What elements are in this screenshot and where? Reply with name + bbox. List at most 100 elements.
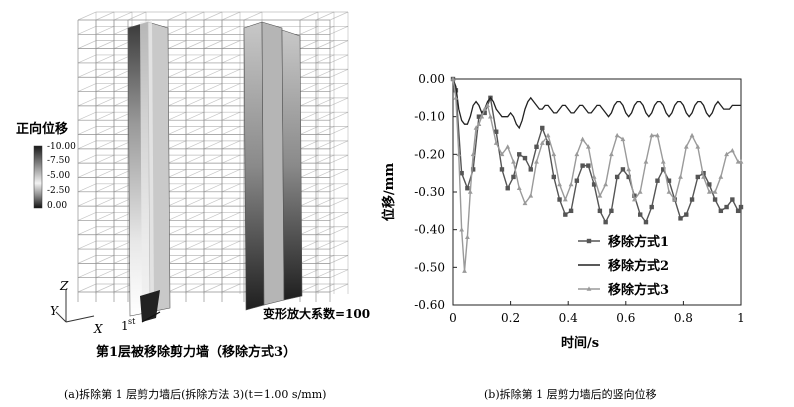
data-point (738, 159, 744, 164)
data-point (568, 181, 574, 187)
data-point (735, 208, 741, 214)
legend-tick: -7.50 (47, 156, 70, 166)
data-point (505, 144, 511, 149)
axis-z-label: Z (59, 279, 69, 293)
legend-tick: 0.00 (47, 201, 67, 211)
data-point (603, 181, 609, 187)
data-point (712, 197, 718, 202)
data-point (482, 106, 488, 111)
y-tick-label: -0.10 (414, 110, 445, 124)
data-point (701, 170, 706, 176)
data-point (626, 166, 632, 172)
y-tick-label: -0.60 (414, 298, 445, 312)
data-point (511, 159, 516, 164)
data-point (701, 174, 706, 179)
data-point (712, 189, 718, 194)
axis-x-label: X (93, 322, 103, 336)
axis-y-label: Y (50, 304, 59, 318)
data-point (528, 193, 534, 198)
data-point (597, 208, 603, 214)
x-axis-label: 时间/s (561, 335, 599, 351)
data-point (729, 147, 735, 153)
data-point (522, 155, 528, 161)
frame-grid (77, 11, 349, 302)
data-point (655, 132, 660, 138)
data-point (591, 182, 597, 187)
data-point (545, 132, 551, 138)
data-point (695, 144, 701, 149)
data-point (557, 181, 562, 187)
data-point (557, 197, 562, 202)
legend-marker (586, 238, 592, 244)
data-point (539, 140, 545, 145)
data-point (666, 178, 672, 183)
legend-title: 正向位移 (16, 121, 68, 137)
data-point (620, 167, 626, 172)
y-tick-label: -0.50 (414, 260, 445, 274)
data-point (517, 152, 522, 157)
data-point (568, 208, 574, 214)
data-point (672, 196, 678, 202)
data-point (626, 174, 631, 180)
data-point (591, 174, 597, 179)
data-point (476, 114, 482, 119)
legend-tick: -10.00 (47, 142, 76, 152)
data-point (597, 193, 603, 198)
data-point (467, 189, 473, 194)
data-point (706, 189, 712, 194)
y-axis-label: 位移/mm (381, 163, 397, 222)
data-point (660, 159, 666, 164)
data-point (580, 163, 585, 168)
removed-wall-marker (140, 290, 161, 323)
data-point (585, 144, 591, 149)
data-point (479, 114, 485, 119)
data-point (707, 182, 712, 187)
series-line (452, 78, 742, 224)
legend-color-bar (33, 145, 43, 209)
data-point (643, 219, 649, 225)
data-point (718, 174, 724, 179)
data-point (609, 151, 614, 157)
data-point (563, 212, 568, 217)
data-point (632, 196, 637, 202)
first-storey-label: 1 (121, 319, 129, 333)
displacement-chart: 0.00-0.10-0.20-0.30-0.40-0.50-0.60 0 0.2 0… (381, 72, 745, 351)
data-point (488, 114, 493, 119)
data-point (534, 159, 539, 164)
data-point (649, 204, 654, 210)
series-2 (452, 78, 741, 130)
y-axis-ticks: 0.00 -0.10 -0.20 -0.30 -0.40 -0.50 -0.60 (414, 72, 457, 312)
x-tick-label: 0.8 (674, 311, 693, 325)
data-point (522, 200, 528, 206)
legend-tick: -5.00 (47, 171, 70, 181)
scale-note: 变形放大系数=100 (263, 306, 370, 321)
data-point (574, 151, 580, 157)
data-point (638, 212, 643, 217)
data-point (456, 151, 462, 157)
coordinate-axes (55, 290, 95, 323)
data-point (689, 132, 695, 138)
x-tick-label: 0.6 (616, 311, 635, 325)
data-point (493, 140, 499, 145)
x-axis-ticks: 0 0.2 0.4 0.6 0.8 1 (449, 301, 745, 325)
data-point (718, 208, 724, 214)
panel-a-caption: (a)拆除第 1 层剪力墙后(拆除方法 3)(t＝1.00 s/mm) (64, 387, 326, 401)
data-point (603, 219, 608, 225)
data-point (738, 204, 744, 210)
y-tick-label: -0.20 (414, 147, 445, 161)
data-point (459, 170, 464, 176)
x-tick-label: 0.4 (559, 311, 578, 325)
legend-tick: -2.50 (47, 186, 70, 196)
data-point (620, 136, 626, 142)
series-3 (450, 76, 744, 273)
data-point (637, 189, 643, 194)
data-point (465, 234, 470, 239)
frame-model-3d (77, 11, 349, 323)
data-point (724, 204, 729, 210)
data-point (695, 174, 700, 180)
data-point (528, 167, 533, 172)
data-point (511, 174, 516, 180)
data-point (459, 227, 465, 232)
data-point (666, 189, 672, 194)
y-tick-label: 0.00 (418, 72, 445, 86)
